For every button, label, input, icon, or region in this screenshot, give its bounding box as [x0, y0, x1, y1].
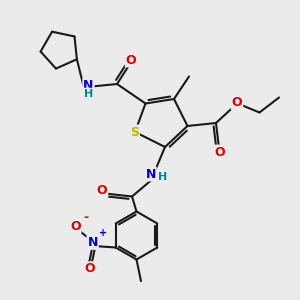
- Text: H: H: [158, 172, 167, 182]
- Text: O: O: [214, 146, 225, 159]
- Text: -: -: [83, 211, 88, 224]
- Text: N: N: [83, 79, 94, 92]
- Text: O: O: [97, 184, 107, 197]
- Text: +: +: [99, 228, 107, 239]
- Text: O: O: [232, 96, 242, 109]
- Text: H: H: [84, 88, 93, 99]
- Text: O: O: [70, 220, 80, 233]
- Text: N: N: [146, 167, 156, 181]
- Text: O: O: [84, 262, 94, 275]
- Text: O: O: [126, 53, 136, 67]
- Text: S: S: [130, 125, 139, 139]
- Text: N: N: [87, 236, 98, 249]
